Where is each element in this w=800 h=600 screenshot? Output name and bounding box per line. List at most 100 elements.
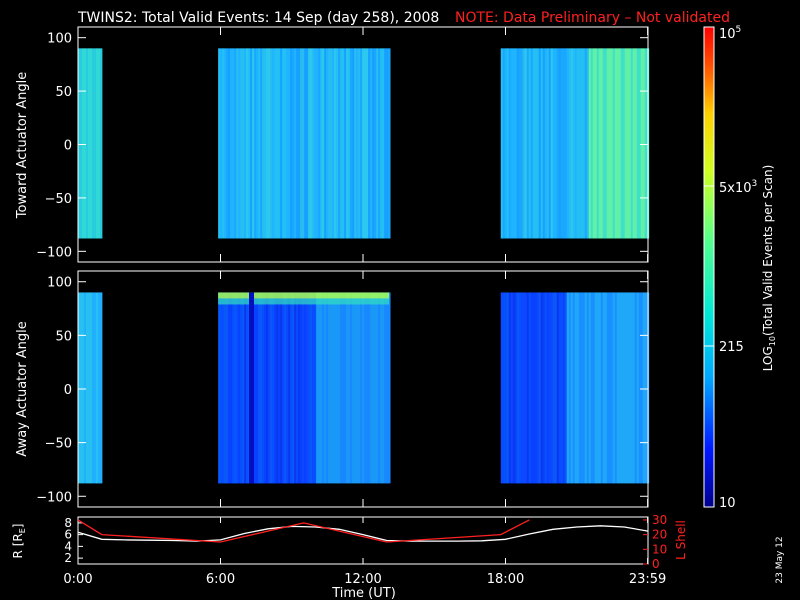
toward-ylabel: Toward Actuator Angle [15,72,30,219]
heatmap-column [302,48,305,239]
heatmap-column [316,48,319,239]
heatmap-column [260,292,263,484]
heatmap-column [592,292,596,484]
x-tick-label: 6:00 [206,572,235,587]
heatmap-column [300,48,303,239]
heatmap-column [230,48,233,239]
heatmap-column [620,48,624,239]
heatmap-column [610,48,614,239]
l-shell-tick-label: 0 [652,557,660,571]
heatmap-column [354,48,357,239]
heatmap-column [368,48,371,239]
heatmap-column [100,292,103,484]
heatmap-column [270,292,273,484]
heatmap-column [388,292,391,484]
heatmap-column [322,48,325,239]
heatmap-column [536,48,540,239]
heatmap-column [624,48,628,239]
heatmap-column [224,292,227,484]
heatmap-column [548,48,552,239]
heatmap-column [562,48,566,239]
heatmap-column [282,292,285,484]
heatmap-column [606,292,610,484]
heatmap-column [324,48,327,239]
heatmap-column [320,48,323,239]
heatmap-column [314,48,317,239]
heatmap-column [608,48,612,239]
y-tick-label: −100 [36,490,72,505]
heatmap-column [586,292,590,484]
heatmap-column [260,48,263,239]
heatmap-column [98,48,101,239]
x-tick-label: 0:00 [63,572,92,587]
heatmap-column [226,292,229,484]
heatmap-column [630,292,634,484]
heatmap-column [218,292,221,484]
heatmap-column [338,48,341,239]
heatmap-column [284,48,287,239]
heatmap-column [266,292,269,484]
heatmap-column [386,292,389,484]
heatmap-column [316,292,319,484]
l-shell-series-line [77,519,530,543]
heatmap-column [534,48,538,239]
toward-heatmap [78,48,650,239]
heatmap-column [618,48,622,239]
heatmap-column [612,292,616,484]
heatmap-column [330,48,333,239]
heatmap-column [570,292,574,484]
l-shell-tick-label: 20 [652,528,667,542]
heatmap-column [584,48,588,239]
heatmap-column [236,48,239,239]
data-note: NOTE: Data Preliminary – Not validated [455,10,730,26]
heatmap-column [632,48,636,239]
heatmap-column [530,48,534,239]
heatmap-column [242,292,245,484]
heatmap-column [386,48,389,239]
heatmap-column [308,48,311,239]
heatmap-column [306,292,309,484]
heatmap-column [356,48,359,239]
heatmap-column [232,48,235,239]
heatmap-column [366,48,369,239]
heatmap-column [296,292,299,484]
heatmap-column [374,48,377,239]
heatmap-column [268,292,271,484]
heatmap-column [380,48,383,239]
heatmap-column [222,292,225,484]
heatmap-column [286,292,289,484]
heatmap-column [556,292,560,484]
heatmap-column [348,292,351,484]
heatmap-column [266,48,269,239]
time-xlabel: Time (UT) [331,586,396,600]
heatmap-column [644,48,648,239]
heatmap-column [328,292,331,484]
heatmap-column [324,292,327,484]
heatmap-column [616,292,620,484]
heatmap-column [534,292,538,484]
heatmap-column [580,48,584,239]
heatmap-column [538,292,542,484]
heatmap-column [92,48,95,239]
heatmap-column [510,48,514,239]
heatmap-column [310,48,313,239]
heatmap-column [368,292,371,484]
heatmap-column [626,48,630,239]
heatmap-column [572,48,576,239]
heatmap-column [246,48,249,239]
heatmap-column [590,48,594,239]
heatmap-column [330,292,333,484]
heatmap-column [218,48,221,239]
heatmap-column [270,48,273,239]
heatmap-column [334,48,337,239]
heatmap-column [384,292,387,484]
heatmap-column [536,292,540,484]
heatmap-column [576,48,580,239]
heatmap-column [302,292,305,484]
heatmap-column [268,48,271,239]
heatmap-column [582,292,586,484]
heatmap-column [262,292,265,484]
heatmap-column [572,292,576,484]
heatmap-column [546,292,550,484]
